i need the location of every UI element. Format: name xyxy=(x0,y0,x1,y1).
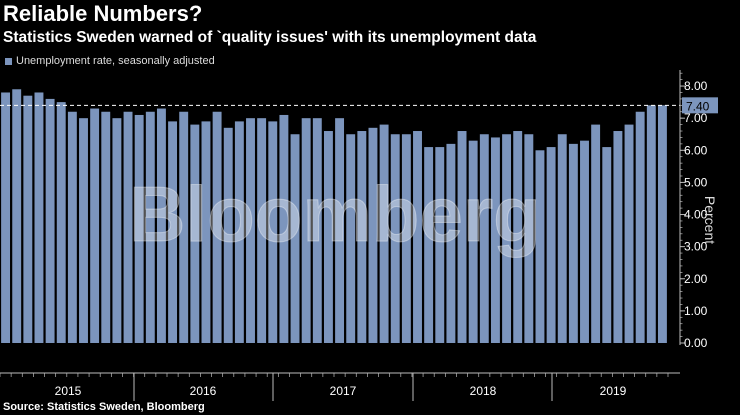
legend: Unemployment rate, seasonally adjusted xyxy=(5,55,215,67)
bar xyxy=(290,134,300,343)
bar xyxy=(468,140,478,343)
bar xyxy=(279,114,289,344)
bar xyxy=(401,134,411,343)
bar xyxy=(446,143,456,343)
chart-title: Reliable Numbers? xyxy=(3,1,203,26)
y-tick-label: 3.00 xyxy=(684,240,708,254)
bar xyxy=(502,134,512,343)
bar xyxy=(223,127,233,343)
x-year-label: 2018 xyxy=(470,384,497,398)
y-tick-label: 7.00 xyxy=(684,111,708,125)
bar xyxy=(379,124,389,343)
bar xyxy=(602,147,612,343)
last-value-badge xyxy=(682,97,718,114)
bar xyxy=(646,105,656,343)
bar xyxy=(257,118,267,344)
bar xyxy=(23,95,33,343)
bar xyxy=(90,108,100,343)
bar xyxy=(624,124,634,343)
y-tick-label: 8.00 xyxy=(684,79,708,93)
bar xyxy=(101,111,111,343)
bar xyxy=(34,92,44,343)
bar xyxy=(580,140,589,343)
bar xyxy=(524,134,534,343)
bar xyxy=(490,137,500,343)
bar xyxy=(301,118,311,344)
x-axis: 2015 2016 2017 2018 2019 xyxy=(0,372,680,401)
bar xyxy=(390,134,400,343)
bar xyxy=(67,111,77,343)
bar xyxy=(424,147,434,343)
x-year-label: 2019 xyxy=(600,384,627,398)
bar xyxy=(112,118,122,344)
bar xyxy=(201,121,211,343)
bar xyxy=(246,118,255,344)
bar xyxy=(635,111,645,343)
legend-swatch xyxy=(5,57,12,65)
bar xyxy=(134,114,144,344)
bar xyxy=(591,124,601,343)
y-axis: 0.00 1.00 2.00 3.00 4.00 5.00 6.00 7.00 8.00 7.40 xyxy=(679,70,718,350)
bar xyxy=(413,131,422,343)
y-axis-label: Percent xyxy=(702,196,718,244)
bar xyxy=(323,131,333,343)
last-value-label: 7.40 xyxy=(686,99,710,113)
bar xyxy=(479,134,489,343)
bar xyxy=(79,118,88,344)
bar xyxy=(123,111,133,343)
bar xyxy=(179,111,189,343)
bar xyxy=(45,98,55,343)
bars-group xyxy=(0,89,680,344)
legend-label: Unemployment rate, seasonally adjusted xyxy=(16,55,215,67)
bar xyxy=(1,92,11,343)
bar xyxy=(312,118,322,344)
bar xyxy=(435,147,445,343)
bar xyxy=(513,131,523,343)
bar xyxy=(368,127,378,343)
y-tick-label: 0.00 xyxy=(684,336,708,350)
bar xyxy=(335,118,345,344)
y-tick-label: 2.00 xyxy=(684,272,708,286)
bar xyxy=(234,121,244,343)
bloomberg-watermark: Bloomberg xyxy=(129,170,541,258)
bar xyxy=(657,105,667,343)
bar xyxy=(613,131,623,343)
bar xyxy=(212,111,222,343)
bar xyxy=(546,147,556,343)
bar xyxy=(156,108,166,343)
x-year-label: 2016 xyxy=(190,384,217,398)
y-tick-label: 6.00 xyxy=(684,143,708,157)
bar xyxy=(190,124,200,343)
bar xyxy=(12,89,22,344)
bar xyxy=(557,134,567,343)
bar xyxy=(145,111,155,343)
bar xyxy=(457,131,467,343)
bar xyxy=(268,121,278,343)
y-tick-label: 5.00 xyxy=(684,175,708,189)
bar xyxy=(346,134,356,343)
x-year-label: 2017 xyxy=(330,384,357,398)
bar xyxy=(568,143,578,343)
x-year-label: 2015 xyxy=(55,384,82,398)
bar xyxy=(535,150,545,343)
bar xyxy=(168,121,178,343)
bar xyxy=(357,131,367,343)
chart-subtitle: Statistics Sweden warned of `quality iss… xyxy=(3,29,537,46)
y-tick-label: 4.00 xyxy=(684,208,708,222)
source-note: Source: Statistics Sweden, Bloomberg xyxy=(3,401,205,413)
y-tick-label: 1.00 xyxy=(684,304,708,318)
bar xyxy=(56,102,66,344)
